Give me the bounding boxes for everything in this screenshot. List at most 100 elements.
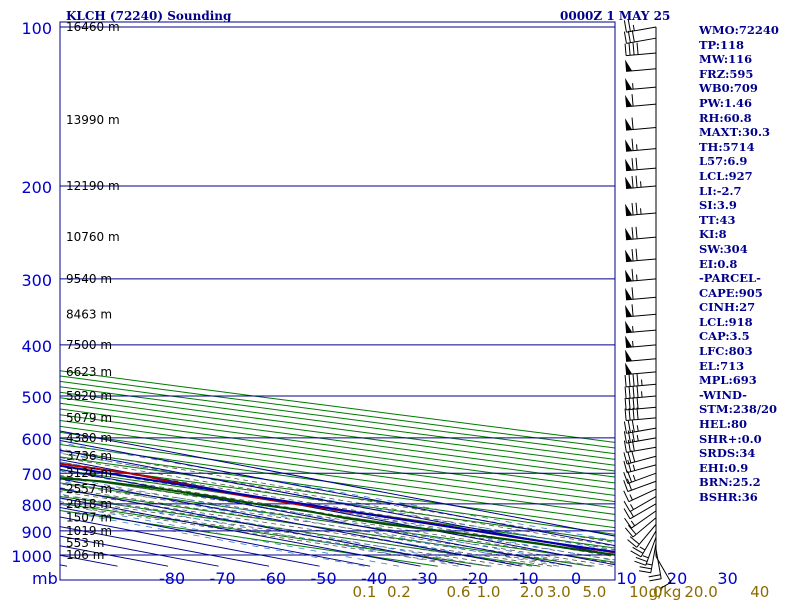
pressure-tick-label: 700 [21,465,52,484]
wind-barb [623,439,657,453]
index-item: KI:8 [699,227,727,242]
wind-barb [648,549,662,582]
wind-barb-full [648,574,661,578]
wind-barb-flag [625,269,633,282]
height-label: 8463 m [66,307,112,321]
index-item: STM:238/20 [699,402,778,417]
index-item: SW:304 [699,241,748,256]
mixing-ratio-unit-label: g/kg [649,583,682,600]
wind-barb [623,19,657,33]
wind-barb-full [632,407,635,420]
wind-barb [630,530,657,558]
wind-barb-staff [631,510,657,529]
index-item: MW:116 [699,52,753,67]
pressure-tick-label: 300 [21,271,52,290]
wind-barb-half [636,425,639,432]
wind-barb-full [636,396,639,409]
height-label: 9540 m [66,272,112,286]
index-item: SRDS:34 [699,446,756,461]
index-item: TP:118 [699,37,745,52]
dry-adiabat-line [60,391,615,466]
index-item: BRN:25.2 [699,475,761,490]
wind-barb [625,226,657,241]
wind-barb [624,385,657,400]
wind-barb-full [639,566,652,570]
wind-barb-full [623,421,627,434]
wind-barb-full [627,19,631,32]
mixing-ratio-label: 1.0 [477,583,501,600]
isotherm-line [60,449,615,556]
wind-barb-half [641,379,643,386]
wind-barb [625,248,657,263]
wind-barb-half [632,340,634,347]
dry-adiabat-line [60,414,615,490]
dry-adiabat-line [60,509,438,567]
wind-barb-full [624,374,627,387]
mixing-ratio-label: 0.6 [447,583,471,600]
wind-barb-full [631,202,634,216]
mixing-ratio-label: 20.0 [684,583,717,600]
index-item: HEL:80 [699,417,747,432]
wind-barb-full [631,268,634,281]
index-item: TH:5714 [699,139,755,154]
index-item: LFC:803 [699,344,753,359]
mixing-ratio-label: 5.0 [582,583,606,600]
wind-barb-flag [625,304,633,317]
moist-adiabat-line [60,504,472,567]
wind-barb-full [635,226,638,239]
wind-barb-staff [629,503,657,520]
wind-barb-full [627,420,631,433]
dry-adiabat-line [60,419,615,496]
wind-barb-flag [625,249,633,262]
wind-barb [625,335,657,349]
wind-barb [625,268,657,283]
pressure-tick-label: 400 [21,337,52,356]
dewpoint-profile-line [60,477,615,556]
mixing-ratio-label: 10.0 [629,583,662,600]
chart-timestamp: 0000Z 1 MAY 25 [560,9,671,23]
wind-barb-full [623,480,629,492]
wind-barb-full [624,527,634,538]
stability-indices-list: WMO:72240 TP:118 MW:116 FRZ:595 WB0:709 PW:1.… [699,23,779,505]
index-item: BSHR:36 [699,490,758,504]
wind-barb-full [623,20,627,33]
wind-barb-full [623,460,628,473]
wind-barb-flag [625,77,633,90]
wind-barb-staff [626,427,657,434]
index-item: CINH:27 [699,300,756,315]
wind-barb-staff [626,126,657,131]
pressure-tick-label: 800 [21,496,52,515]
index-item: MPL:693 [699,373,757,388]
index-item: EHI:0.9 [699,460,749,475]
wind-barb-full [631,227,634,240]
mixing-ratio-label: 3.0 [547,583,571,600]
wind-barb-half [629,494,633,501]
dry-adiabat-line [60,482,615,563]
wind-barb-staff [628,488,657,503]
wind-barb-full [624,517,632,529]
wind-barb-full [631,30,635,43]
moist-adiabat-line [60,448,615,544]
wind-barb-full [635,248,638,261]
wind-barb-full [628,386,631,399]
wind-barb [623,488,657,503]
index-item: WMO:72240 [699,23,779,37]
height-label: 12190 m [66,179,120,193]
wind-barb [625,59,657,72]
wind-barb-staff [640,530,657,558]
wind-barb-staff [626,148,657,152]
wind-barb-full [631,158,634,171]
sounding-profiles [60,462,615,556]
wind-barb [625,175,657,190]
wind-barb [625,157,657,172]
temperature-tick-label: -60 [260,569,286,588]
temperature-tick-label: -10 [513,569,539,588]
wind-barb-full [623,500,631,512]
height-label: 3126 m [66,466,112,480]
dry-adiabat-line [60,375,615,449]
index-item: CAP:3.5 [699,329,750,344]
height-label: 4380 m [66,431,112,445]
wind-barb-staff [627,480,657,492]
plot-border [59,21,616,581]
